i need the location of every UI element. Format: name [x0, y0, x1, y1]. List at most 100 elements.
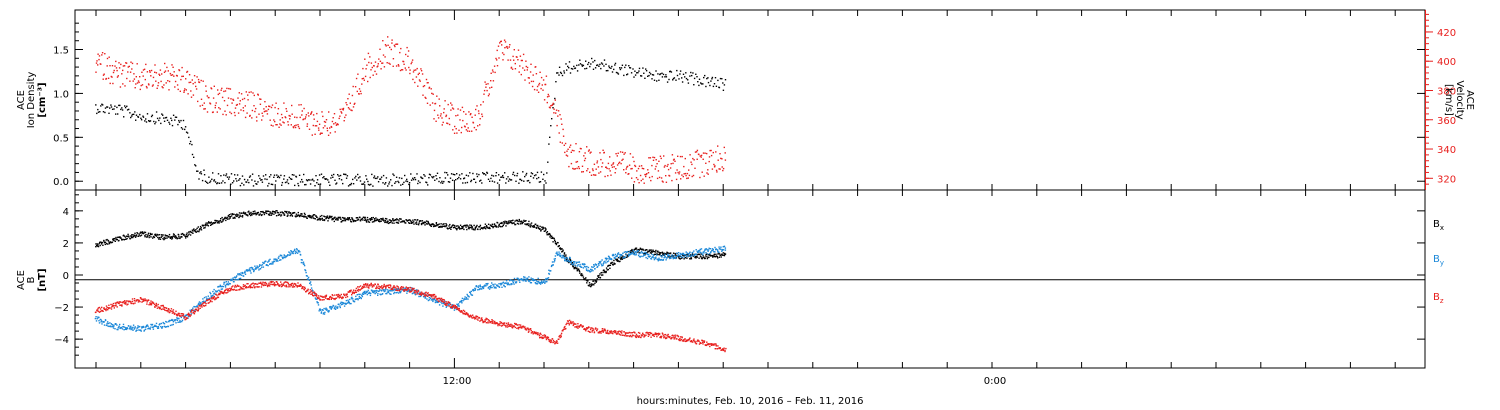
bz-point: [141, 301, 143, 303]
velocity-point: [370, 69, 372, 71]
bx-point: [644, 253, 647, 255]
by-point: [149, 328, 151, 330]
velocity-point: [567, 148, 569, 150]
velocity-point: [326, 127, 328, 129]
by-point: [202, 298, 204, 300]
bx-point: [356, 219, 359, 221]
by-point: [268, 259, 270, 261]
ion-density-point: [129, 112, 131, 114]
by-point: [122, 326, 124, 328]
velocity-point: [375, 73, 378, 75]
bx-point: [341, 216, 344, 219]
bz-point: [399, 289, 401, 291]
velocity-point: [401, 69, 403, 71]
bx-point: [147, 234, 149, 236]
bz-point: [151, 302, 153, 304]
bx-point: [720, 254, 722, 256]
by-point: [345, 299, 348, 302]
bz-point: [302, 286, 304, 288]
bx-point: [225, 217, 228, 219]
ion-density-point: [110, 106, 113, 108]
bx-point: [314, 218, 316, 220]
by-point: [180, 316, 182, 319]
velocity-point: [221, 87, 223, 90]
bx-point: [508, 222, 511, 224]
bz-point: [217, 294, 220, 296]
velocity-point: [542, 79, 545, 81]
by-point: [554, 258, 556, 260]
by-point: [515, 282, 517, 284]
bx-point: [501, 221, 503, 224]
bz-point: [307, 290, 309, 292]
by-point: [457, 305, 459, 307]
ion-density-point: [291, 174, 294, 176]
by-point: [239, 273, 241, 276]
by-point: [722, 246, 724, 248]
ion-density-point: [256, 183, 258, 185]
bx-point: [269, 214, 271, 216]
bx-point: [590, 283, 593, 285]
by-point: [240, 274, 243, 276]
velocity-point: [454, 125, 456, 128]
bx-point: [163, 236, 165, 239]
bx-point: [313, 217, 315, 220]
bx-point: [234, 214, 237, 216]
bx-point: [630, 251, 632, 254]
velocity-point: [445, 114, 448, 116]
velocity-point: [423, 85, 426, 87]
velocity-point: [536, 85, 539, 88]
by-point: [677, 252, 680, 254]
by-point: [373, 291, 375, 294]
bx-point: [601, 271, 603, 274]
bx-point: [721, 253, 723, 255]
velocity-point: [668, 175, 671, 177]
ion-density-point: [316, 182, 318, 184]
by-point: [314, 297, 317, 299]
ion-density-point: [465, 174, 468, 176]
velocity-point: [598, 172, 600, 174]
ion-density-point: [711, 78, 713, 80]
velocity-point: [639, 174, 642, 177]
by-point: [94, 317, 97, 320]
bz-point: [141, 298, 143, 301]
bz-point: [394, 286, 396, 289]
velocity-point: [358, 88, 361, 90]
bx-point: [649, 252, 652, 254]
bz-point: [426, 293, 429, 295]
bx-point: [479, 228, 481, 231]
velocity-point: [243, 97, 246, 100]
by-point: [645, 256, 647, 259]
bz-point: [265, 282, 268, 285]
velocity-point: [322, 127, 325, 129]
ion-density-point: [696, 76, 698, 78]
bx-point: [171, 236, 174, 238]
by-point: [125, 328, 128, 331]
ion-density-point: [558, 74, 560, 76]
bx-point: [139, 231, 142, 233]
velocity-point: [683, 173, 685, 175]
by-point: [651, 256, 653, 258]
bx-point: [237, 214, 239, 216]
bx-point: [667, 252, 669, 254]
bz-point: [383, 283, 385, 286]
by-point: [639, 252, 642, 254]
bx-point: [387, 220, 389, 223]
by-point: [322, 313, 324, 315]
ion-density-point: [161, 113, 163, 115]
bz-point: [269, 281, 272, 283]
ion-density-point: [166, 119, 169, 121]
velocity-point: [418, 72, 420, 74]
bx-point: [247, 211, 249, 213]
bz-point: [173, 312, 175, 314]
velocity-point: [509, 44, 511, 46]
by-point: [482, 286, 485, 288]
ion-density-point: [315, 175, 317, 177]
ion-density-point: [249, 175, 252, 177]
bz-point: [273, 283, 275, 285]
velocity-point: [220, 89, 222, 91]
velocity-point: [392, 65, 394, 67]
bx-point: [279, 211, 282, 214]
bz-point: [246, 283, 248, 285]
bz-point: [324, 296, 326, 298]
by-point: [548, 273, 551, 275]
